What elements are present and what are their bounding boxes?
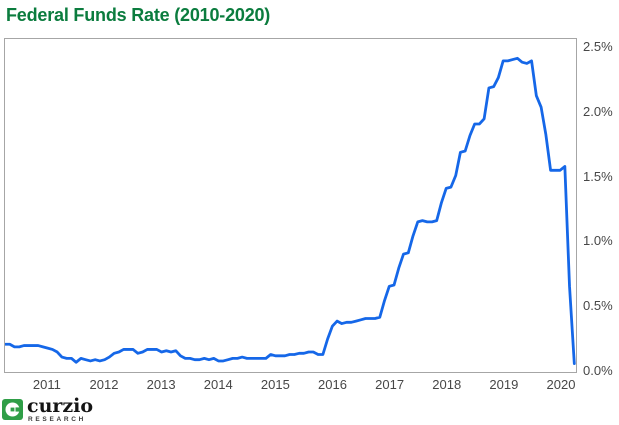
logo-subtitle: RESEARCH (28, 416, 87, 423)
y-tick-label: 2.0% (583, 103, 613, 119)
fed-funds-rate-line (5, 56, 576, 365)
chart-title: Federal Funds Rate (2010-2020) (6, 5, 271, 25)
y-tick-label: 1.5% (583, 168, 613, 184)
curzio-logo: curzio RESEARCH (2, 395, 94, 424)
y-tick-label: 0.0% (583, 363, 613, 378)
line-chart (5, 56, 576, 365)
x-tick-label: 2017 (375, 377, 405, 392)
plot-area (4, 38, 577, 373)
y-tick-label: 1.0% (583, 233, 613, 249)
y-tick-label: 0.5% (583, 298, 613, 314)
x-tick-label: 2012 (89, 377, 119, 392)
x-tick-label: 2020 (546, 377, 576, 392)
x-tick-label: 2014 (203, 377, 233, 392)
logo-text: curzio RESEARCH (27, 395, 94, 424)
x-tick-label: 2015 (260, 377, 290, 392)
x-tick-label: 2011 (32, 377, 61, 392)
curzio-c-icon (2, 399, 23, 420)
x-tick-label: 2018 (432, 377, 462, 392)
x-tick-label: 2013 (146, 377, 176, 392)
logo-wordmark: curzio (27, 395, 94, 417)
x-tick-label: 2016 (318, 377, 347, 392)
y-tick-label: 2.5% (583, 39, 613, 54)
x-tick-label: 2019 (489, 377, 519, 392)
